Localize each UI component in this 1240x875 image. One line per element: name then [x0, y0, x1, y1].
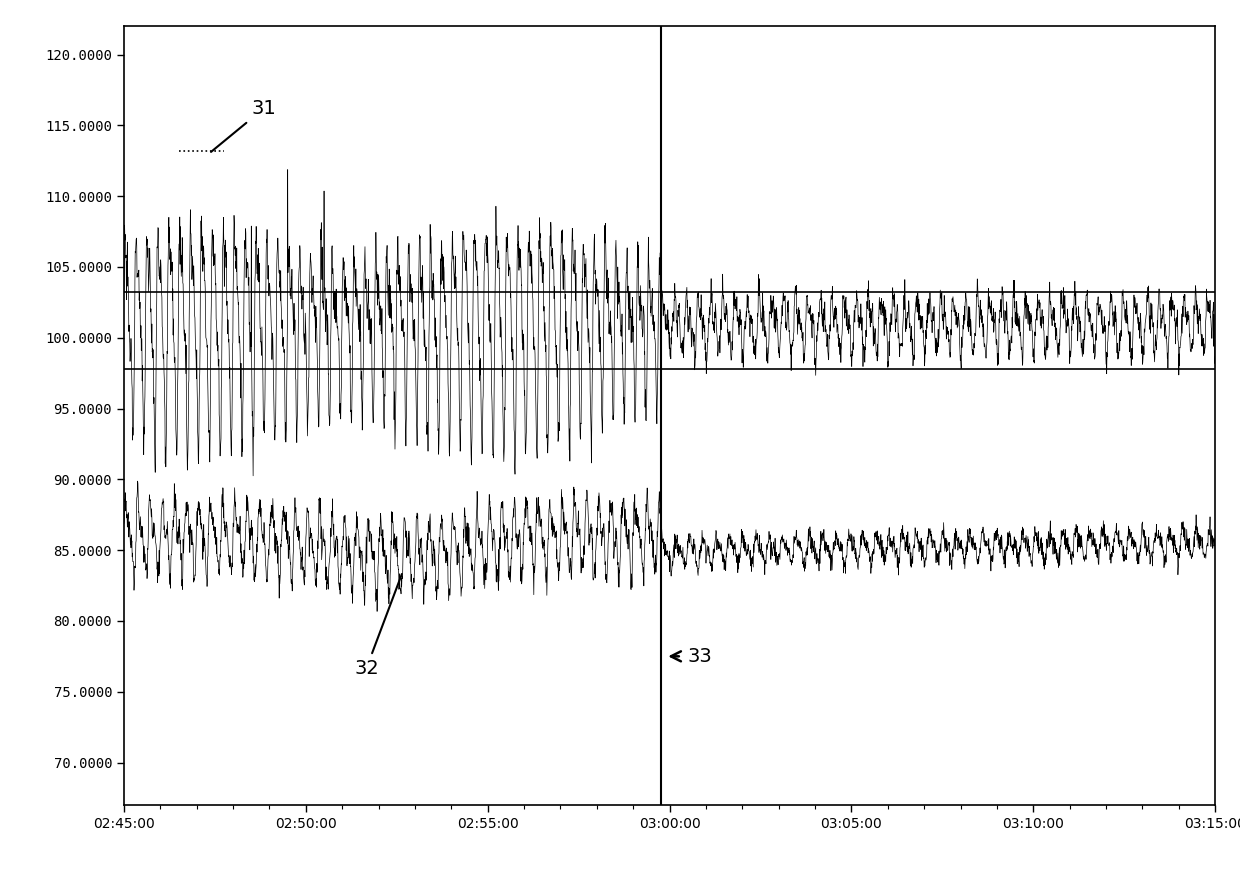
Text: 32: 32 — [355, 574, 402, 677]
Text: 31: 31 — [211, 99, 275, 152]
Text: 33: 33 — [688, 647, 713, 666]
